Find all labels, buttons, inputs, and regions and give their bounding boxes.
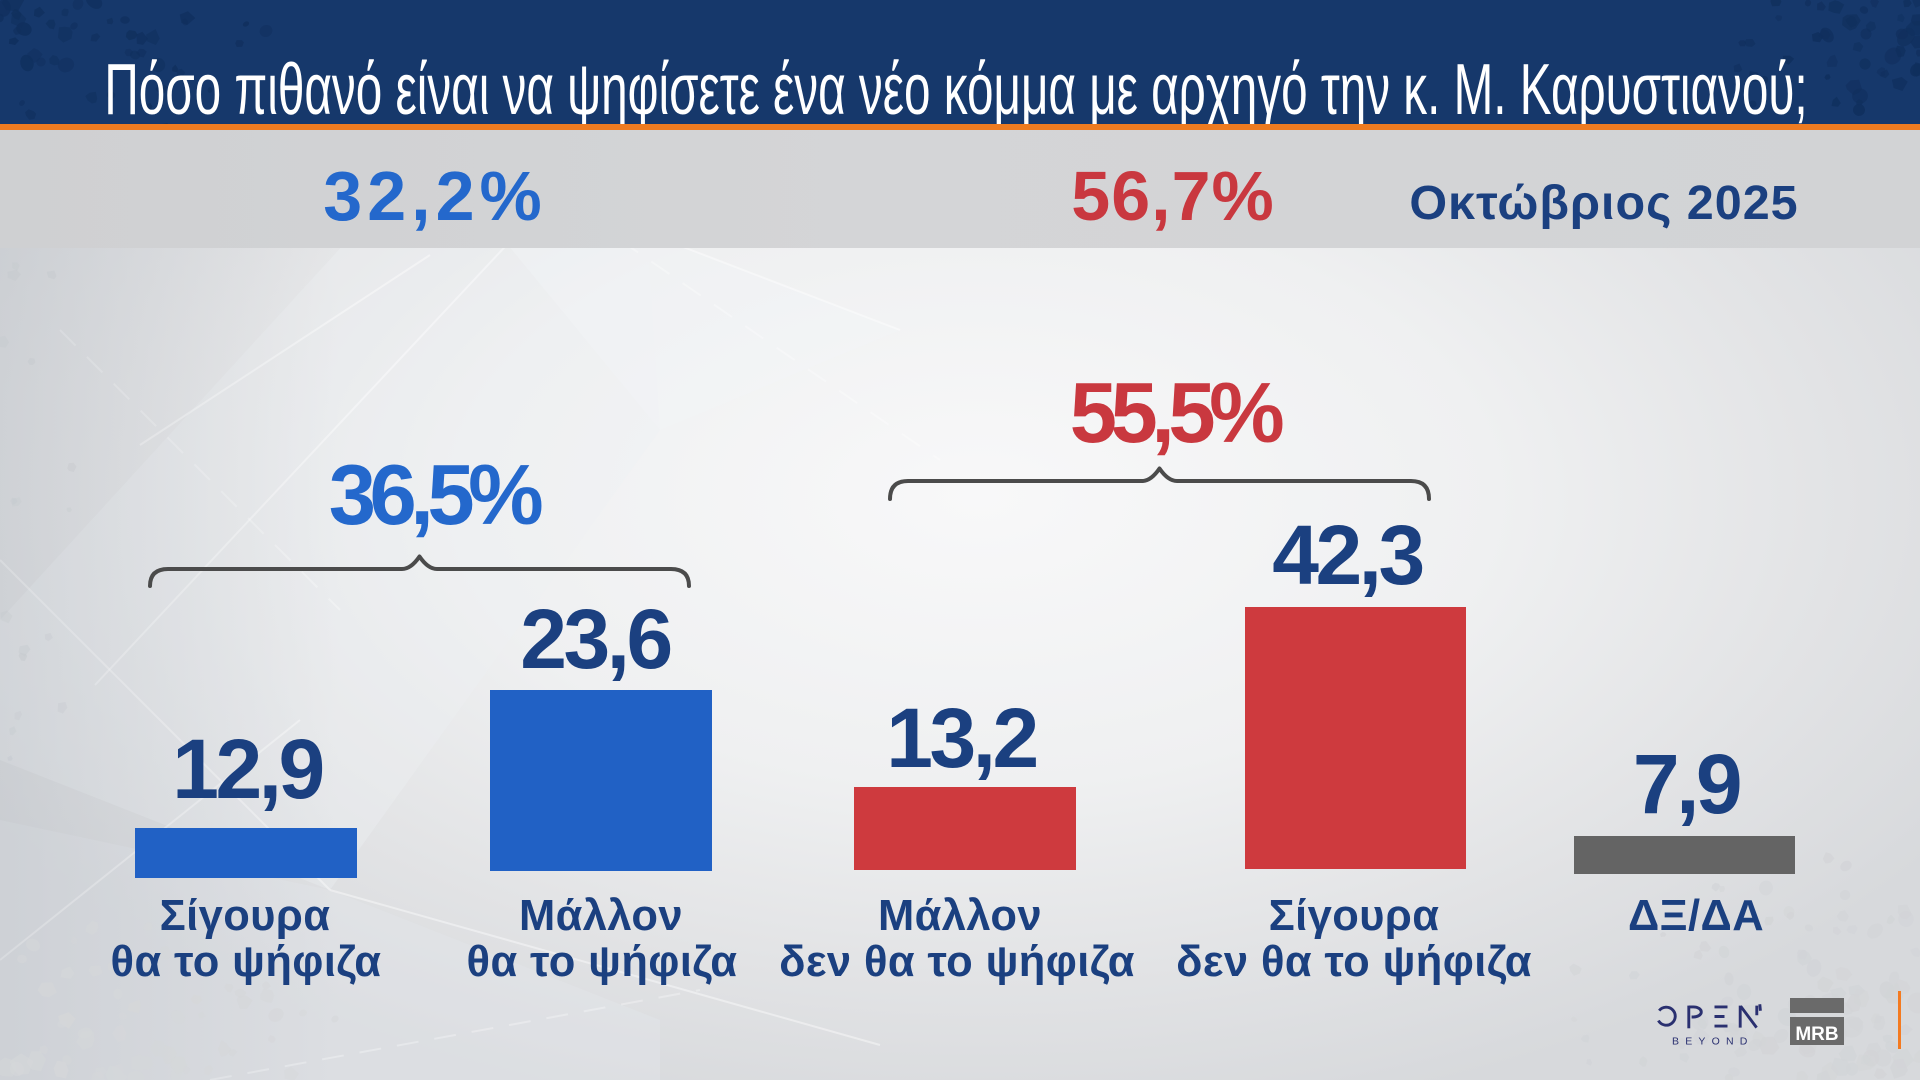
svg-text:BEYOND: BEYOND bbox=[1672, 1036, 1754, 1048]
